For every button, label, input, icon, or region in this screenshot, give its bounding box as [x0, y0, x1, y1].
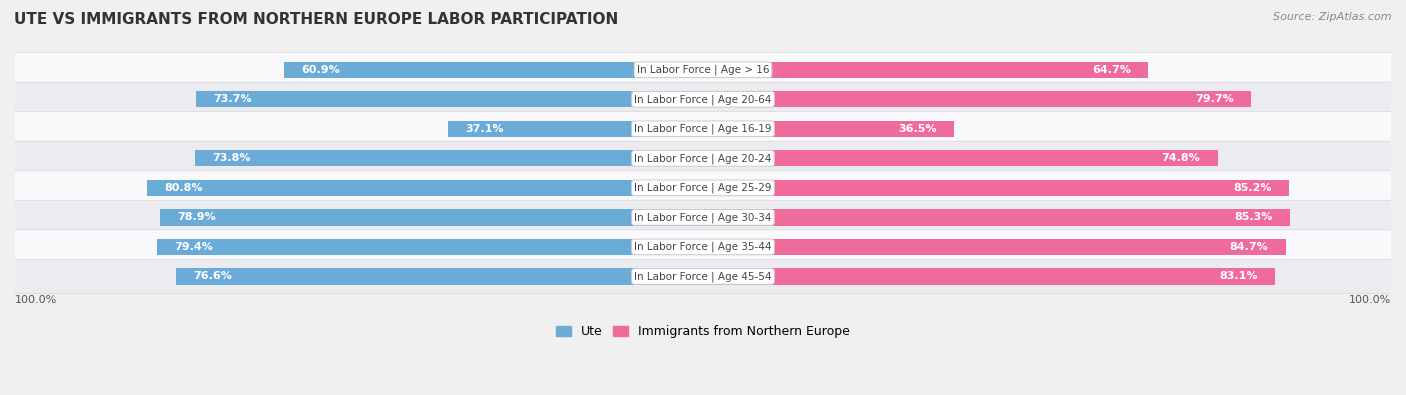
Bar: [195, 150, 703, 166]
Text: 84.7%: 84.7%: [1230, 242, 1268, 252]
Text: 73.8%: 73.8%: [212, 153, 250, 163]
Text: 78.9%: 78.9%: [177, 213, 217, 222]
FancyBboxPatch shape: [14, 141, 1392, 175]
Bar: [447, 121, 703, 137]
Text: 64.7%: 64.7%: [1092, 65, 1130, 75]
Text: 83.1%: 83.1%: [1219, 271, 1257, 282]
Text: In Labor Force | Age 30-34: In Labor Force | Age 30-34: [634, 212, 772, 223]
FancyBboxPatch shape: [14, 53, 1392, 87]
Text: 79.4%: 79.4%: [174, 242, 212, 252]
Bar: [703, 91, 1251, 107]
Bar: [195, 91, 703, 107]
Text: 80.8%: 80.8%: [165, 183, 202, 193]
FancyBboxPatch shape: [14, 200, 1392, 235]
Bar: [284, 62, 703, 78]
Text: 60.9%: 60.9%: [301, 65, 340, 75]
Text: 85.2%: 85.2%: [1233, 183, 1272, 193]
Text: 36.5%: 36.5%: [898, 124, 936, 134]
Text: In Labor Force | Age 20-64: In Labor Force | Age 20-64: [634, 94, 772, 105]
Bar: [703, 62, 1149, 78]
FancyBboxPatch shape: [14, 171, 1392, 205]
Text: Source: ZipAtlas.com: Source: ZipAtlas.com: [1274, 12, 1392, 22]
Text: 74.8%: 74.8%: [1161, 153, 1201, 163]
Bar: [703, 180, 1289, 196]
Text: 100.0%: 100.0%: [1348, 295, 1391, 305]
FancyBboxPatch shape: [14, 230, 1392, 264]
Bar: [176, 268, 703, 284]
Bar: [703, 239, 1285, 255]
Bar: [148, 180, 703, 196]
Text: 79.7%: 79.7%: [1195, 94, 1234, 104]
Text: UTE VS IMMIGRANTS FROM NORTHERN EUROPE LABOR PARTICIPATION: UTE VS IMMIGRANTS FROM NORTHERN EUROPE L…: [14, 12, 619, 27]
Text: In Labor Force | Age 16-19: In Labor Force | Age 16-19: [634, 124, 772, 134]
Bar: [703, 150, 1218, 166]
Bar: [703, 121, 955, 137]
Text: 76.6%: 76.6%: [193, 271, 232, 282]
Text: 73.7%: 73.7%: [214, 94, 252, 104]
Text: In Labor Force | Age > 16: In Labor Force | Age > 16: [637, 64, 769, 75]
Text: In Labor Force | Age 45-54: In Labor Force | Age 45-54: [634, 271, 772, 282]
Text: In Labor Force | Age 35-44: In Labor Force | Age 35-44: [634, 242, 772, 252]
Bar: [156, 239, 703, 255]
Legend: Ute, Immigrants from Northern Europe: Ute, Immigrants from Northern Europe: [551, 320, 855, 343]
Bar: [703, 209, 1289, 226]
FancyBboxPatch shape: [14, 112, 1392, 146]
Bar: [160, 209, 703, 226]
Text: 37.1%: 37.1%: [465, 124, 503, 134]
Text: In Labor Force | Age 20-24: In Labor Force | Age 20-24: [634, 153, 772, 164]
Text: In Labor Force | Age 25-29: In Labor Force | Age 25-29: [634, 182, 772, 193]
FancyBboxPatch shape: [14, 82, 1392, 117]
Bar: [703, 268, 1275, 284]
FancyBboxPatch shape: [14, 259, 1392, 293]
Text: 85.3%: 85.3%: [1234, 213, 1272, 222]
Text: 100.0%: 100.0%: [15, 295, 58, 305]
